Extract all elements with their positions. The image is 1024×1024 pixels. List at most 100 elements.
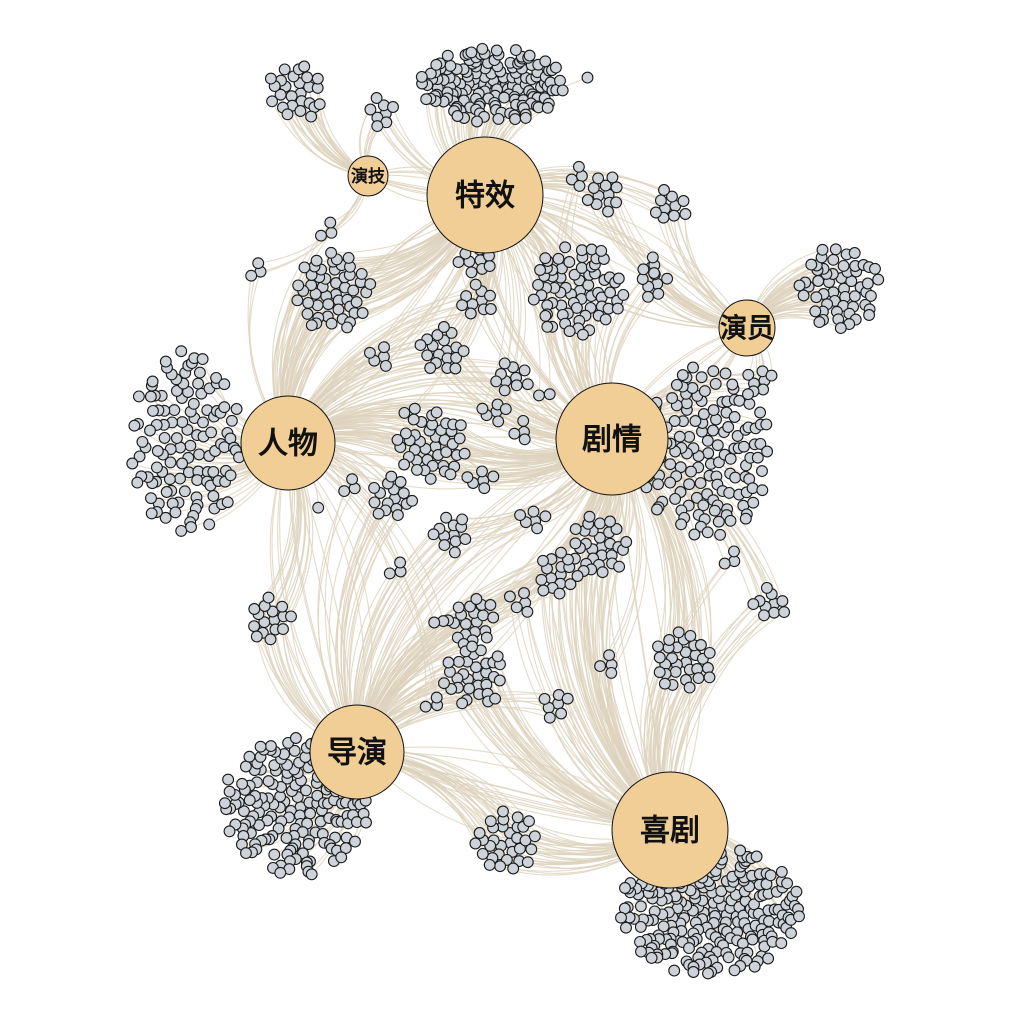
leaf-node <box>549 61 562 74</box>
hub-label: 导演 <box>327 736 387 771</box>
leaf-node <box>487 611 500 624</box>
leaf-node <box>611 302 624 315</box>
leaf-node <box>440 511 453 524</box>
leaf-node <box>170 432 183 445</box>
leaf-node <box>411 463 423 476</box>
leaf-node <box>711 439 724 452</box>
leaf-node <box>620 536 633 548</box>
leaf-node <box>397 487 410 500</box>
leaf-node <box>498 384 511 397</box>
leaf-node <box>452 655 465 668</box>
leaf-node <box>252 257 265 270</box>
leaf-node <box>350 296 363 309</box>
leaf-node <box>197 416 209 429</box>
leaf-node <box>514 509 527 522</box>
leaf-node <box>685 465 697 478</box>
leaf-node <box>398 458 411 471</box>
leaf-node <box>555 707 568 720</box>
leaf-node <box>521 378 534 391</box>
leaf-node <box>243 794 256 807</box>
leaf-node <box>264 633 277 646</box>
leaf-node <box>158 431 171 444</box>
leaf-node <box>620 921 632 934</box>
leaf-node <box>754 406 767 419</box>
leaf-node <box>451 110 464 122</box>
leaf-node <box>461 471 474 484</box>
leaf-node <box>325 226 338 239</box>
leaf-node <box>676 369 689 382</box>
hub-label: 喜剧 <box>640 814 700 849</box>
leaf-node <box>521 856 534 869</box>
leaf-node <box>661 272 674 285</box>
leaf-node <box>563 325 576 338</box>
leaf-node <box>528 830 541 843</box>
leaf-node <box>679 208 692 220</box>
leaf-node <box>734 844 747 857</box>
leaf-node <box>539 309 552 322</box>
leaf-node <box>484 303 497 315</box>
leaf-node <box>473 827 486 839</box>
leaf-node <box>605 666 618 679</box>
leaf-node <box>572 160 585 173</box>
leaf-node <box>491 650 504 663</box>
leaf-node <box>683 681 696 694</box>
leaf-node <box>292 279 305 292</box>
leaf-node <box>305 110 318 123</box>
leaf-node <box>218 797 231 810</box>
edge-juqing-daoyan <box>356 438 613 753</box>
leaf-node <box>163 473 176 486</box>
leaf-node <box>187 397 200 410</box>
leaf-node <box>315 229 327 242</box>
leaf-node <box>449 362 462 375</box>
leaf-node <box>222 773 235 786</box>
leaf-node <box>543 388 556 401</box>
leaf-node <box>645 951 658 964</box>
leaf-node <box>407 413 420 426</box>
leaf-node <box>763 915 775 928</box>
leaf-node <box>193 448 206 461</box>
leaf-node <box>827 253 840 266</box>
leaf-node <box>575 261 588 274</box>
leaf-node <box>492 415 505 428</box>
leaf-node <box>596 566 609 579</box>
leaf-node <box>483 858 496 871</box>
leaf-node <box>469 278 482 291</box>
leaf-node <box>478 482 491 495</box>
leaf-node <box>539 55 552 68</box>
leaf-node <box>221 496 234 509</box>
leaf-node <box>653 651 666 664</box>
leaf-node <box>509 113 522 126</box>
leaf-node <box>440 446 453 459</box>
leaf-node <box>698 385 711 398</box>
leaf-node <box>191 474 204 487</box>
leaf-node <box>599 313 612 326</box>
leaf-node <box>239 760 252 773</box>
leaf-node <box>793 910 805 923</box>
leaf-node <box>648 267 661 280</box>
leaf-node <box>302 838 315 850</box>
leaf-node <box>339 842 352 855</box>
leaf-node <box>541 101 554 114</box>
leaf-node <box>147 404 159 417</box>
leaf-node <box>583 510 596 523</box>
leaf-node <box>136 435 149 448</box>
leaf-node <box>758 609 770 622</box>
leaf-node <box>775 865 788 878</box>
leaf-node <box>594 660 607 673</box>
leaf-node <box>430 406 443 419</box>
leaf-node <box>464 600 476 613</box>
leaf-node <box>701 434 714 447</box>
leaf-node <box>347 284 360 297</box>
leaf-node <box>658 184 670 196</box>
leaf-node <box>805 258 818 271</box>
leaf-node <box>666 392 679 405</box>
leaf-node <box>707 404 720 417</box>
leaf-node <box>687 361 699 374</box>
leaf-node <box>507 862 520 875</box>
leaf-node <box>184 439 197 452</box>
leaf-node <box>349 835 361 848</box>
leaf-node <box>539 510 552 523</box>
leaf-node <box>391 433 404 446</box>
leaf-node <box>441 49 454 62</box>
leaf-node <box>582 279 595 292</box>
